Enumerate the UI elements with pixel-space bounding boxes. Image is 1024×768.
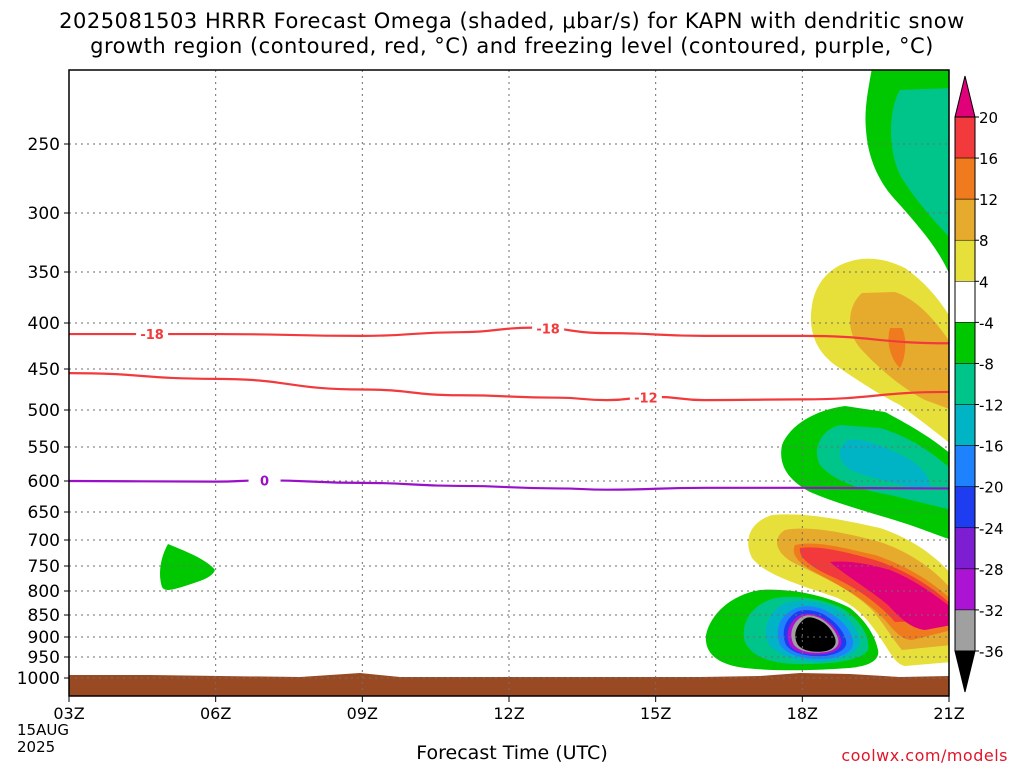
terrain-fill (69, 673, 949, 696)
y-tick-label-550: 550 (28, 438, 60, 458)
colorbar-label-13: -36 (979, 643, 1004, 661)
contour-label--18-0: -18 (140, 328, 164, 343)
omega-region-upper-negative-core (891, 88, 949, 237)
contour-label--18-1: -18 (536, 323, 560, 338)
y-tick-label-400: 400 (28, 314, 60, 334)
colorbar-label-5: -4 (979, 314, 994, 332)
colorbar-segment-4 (954, 281, 976, 323)
colorbar-segment-5 (954, 322, 976, 364)
colorbar-label-12: -32 (979, 602, 1004, 620)
colorbar-segment-12 (954, 609, 976, 652)
colorbar-label-6: -8 (979, 355, 994, 373)
omega-region-lower-positive-peak (830, 561, 949, 630)
y-tick-label-800: 800 (28, 582, 60, 602)
contour-label-bg (532, 320, 565, 336)
x-tick-label-06Z: 06Z (200, 704, 231, 723)
contour-line--18 (69, 326, 950, 345)
colorbar-segment-1 (954, 157, 976, 200)
colorbar-bottom-arrow (954, 650, 976, 693)
x-tick-label-03Z: 03Z (53, 704, 84, 723)
omega-region-mid-negative-peak (839, 439, 931, 490)
colorbar-label-7: -12 (979, 397, 1004, 415)
x-tick-label-12Z: 12Z (493, 704, 524, 723)
y-tick-label-1000: 1000 (17, 669, 60, 689)
colorbar-segment-0 (954, 116, 976, 159)
colorbar-label-3: 8 (979, 232, 989, 250)
colorbar-label-11: -28 (979, 561, 1004, 579)
y-tick-label-450: 450 (28, 360, 60, 380)
colorbar-segment-3 (954, 239, 976, 282)
colorbar-label-9: -20 (979, 479, 1004, 497)
x-axis-label: Forecast Time (UTC) (416, 742, 608, 764)
contour-labels: -18 -18 -12 0 (136, 320, 662, 489)
contour-line-0 (68, 479, 950, 491)
omega-region-lower-negative-max (795, 617, 836, 652)
colorbar-label-0: 20 (979, 109, 998, 127)
x-axis-ticks: 03Z 06Z 09Z 12Z 15Z 18Z 21Z (53, 696, 965, 723)
colorbar: 20 16 12 8 4 -4 -8 -12 -16 -20 -24 -28 -32 -36 (954, 75, 1004, 693)
y-tick-label-500: 500 (28, 401, 60, 421)
colorbar-segment-7 (954, 404, 976, 446)
temperature-contours (68, 326, 950, 491)
y-tick-label-300: 300 (28, 204, 60, 224)
omega-region-small-negative (160, 544, 215, 590)
contour-label--12-0: -12 (634, 392, 658, 407)
grid (69, 70, 949, 696)
y-axis-ticks: 2503003504004505005506006507007508008509… (17, 135, 69, 689)
x-tick-label-15Z: 15Z (640, 704, 671, 723)
colorbar-label-8: -16 (979, 438, 1004, 456)
y-tick-label-600: 600 (28, 472, 60, 492)
omega-region-upper-positive-peak (888, 328, 906, 368)
colorbar-segment-6 (954, 363, 976, 405)
y-tick-label-350: 350 (28, 263, 60, 283)
y-tick-label-900: 900 (28, 628, 60, 648)
colorbar-segment-11 (954, 568, 976, 611)
date-year-label: 2025 (17, 738, 56, 756)
chart-title-line-2: growth region (contoured, red, °C) and f… (90, 34, 934, 58)
x-tick-label-21Z: 21Z (933, 704, 964, 723)
chart-title-line-1: 2025081503 HRRR Forecast Omega (shaded, … (59, 9, 965, 33)
x-tick-label-18Z: 18Z (787, 704, 818, 723)
y-tick-label-650: 650 (28, 503, 60, 523)
contour-label-bg (248, 472, 281, 488)
y-tick-label-750: 750 (28, 557, 60, 577)
y-tick-label-250: 250 (28, 135, 60, 155)
contour-label-bg (136, 326, 169, 342)
x-tick-label-09Z: 09Z (347, 704, 378, 723)
colorbar-top-arrow (954, 75, 976, 118)
contour-label-0-0: 0 (260, 474, 269, 489)
colorbar-label-1: 16 (979, 150, 998, 168)
contour-line--12 (68, 372, 950, 402)
y-tick-label-700: 700 (28, 531, 60, 551)
colorbar-label-2: 12 (979, 191, 998, 209)
colorbar-segment-8 (954, 445, 976, 487)
colorbar-segment-9 (954, 486, 976, 529)
colorbar-segment-10 (954, 527, 976, 570)
colorbar-label-10: -24 (979, 520, 1004, 538)
credit-label: coolwx.com/models (841, 746, 1008, 765)
colorbar-label-4: 4 (979, 273, 989, 291)
y-tick-label-950: 950 (28, 648, 60, 668)
contour-label-bg (629, 389, 662, 405)
y-tick-label-850: 850 (28, 606, 60, 626)
colorbar-segment-2 (954, 198, 976, 241)
date-day-label: 15AUG (17, 721, 69, 739)
colorbar-frame (954, 116, 976, 652)
